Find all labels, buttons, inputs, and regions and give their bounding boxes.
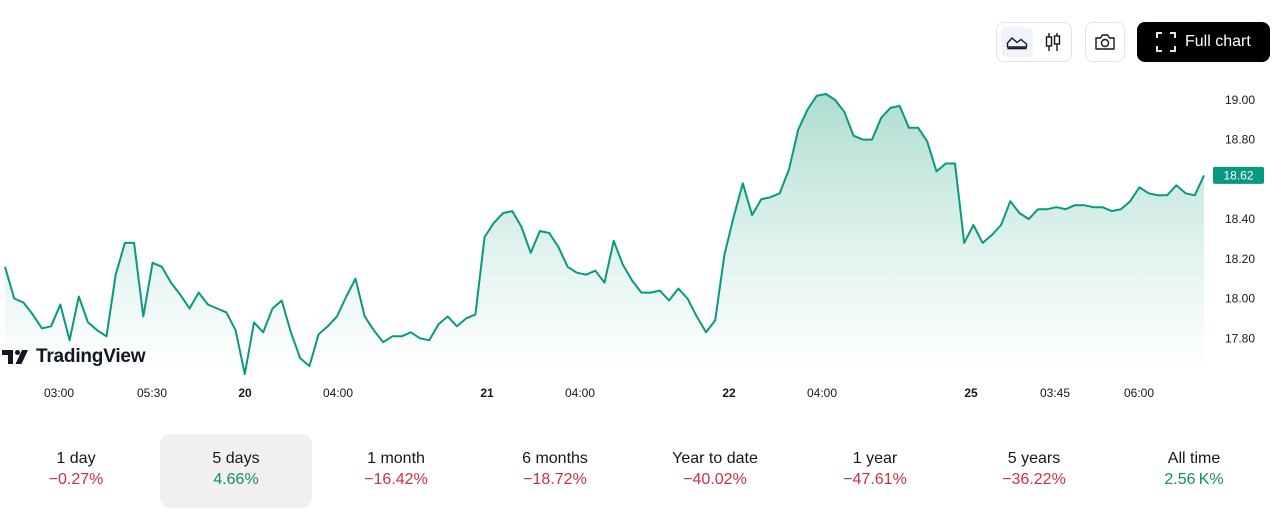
x-tick-label: 21 [480, 386, 494, 400]
period-change: −0.27% [48, 471, 104, 488]
camera-icon [1095, 34, 1115, 50]
y-tick-label: 18.80 [1225, 133, 1255, 147]
period-change: 2.56 K% [1164, 471, 1224, 488]
y-tick-label: 18.20 [1225, 252, 1255, 266]
chart-style-toggle [996, 22, 1072, 62]
period-label: 5 days [212, 450, 260, 467]
period-change: −36.22% [1002, 471, 1066, 488]
price-line [4, 93, 1205, 375]
logo-text: TradingView [36, 346, 146, 367]
y-tick-label: 19.00 [1225, 93, 1255, 107]
period-label: 1 month [367, 450, 425, 467]
y-tick-label: 18.00 [1225, 292, 1255, 306]
x-tick-label: 20 [238, 386, 252, 400]
period-tab[interactable]: All time 2.56 K% [1118, 434, 1270, 508]
candlestick-icon [1045, 33, 1061, 51]
x-tick-label: 25 [964, 386, 978, 400]
period-tab[interactable]: 1 year −47.61% [799, 434, 951, 508]
last-price-label: 18.62 [1223, 168, 1253, 182]
period-selector: 1 day −0.27% 5 days 4.66% 1 month −16.42% 6 mo… [0, 434, 1288, 508]
period-change: −47.61% [843, 471, 907, 488]
period-label: Year to date [672, 450, 758, 467]
period-label: 1 year [852, 450, 898, 467]
x-tick-label: 22 [722, 386, 736, 400]
candlestick-button[interactable] [1037, 27, 1069, 57]
snapshot-button[interactable] [1085, 22, 1125, 62]
y-tick-label: 17.80 [1225, 331, 1255, 345]
last-price-tag: 18.62 [1213, 166, 1264, 184]
tradingview-logo-icon [2, 350, 28, 364]
period-change: −40.02% [683, 471, 747, 488]
x-tick-label: 05:30 [137, 386, 167, 400]
period-label: 1 day [56, 450, 96, 467]
full-chart-button[interactable]: Full chart [1137, 22, 1270, 62]
fullscreen-icon [1156, 32, 1176, 52]
y-tick-label: 18.40 [1225, 212, 1255, 226]
period-change: 4.66% [213, 471, 259, 488]
x-axis: 03:00 05:30 20 04:00 21 04:00 22 04:00 25 03:45 06… [44, 386, 1154, 400]
x-tick-label: 04:00 [807, 386, 837, 400]
last-price-tag-bg [1213, 166, 1264, 184]
period-tab[interactable]: Year to date −40.02% [639, 434, 791, 508]
period-tab[interactable]: 5 days 4.66% [160, 434, 312, 508]
x-tick-label: 03:45 [1040, 386, 1070, 400]
period-change: −18.72% [523, 471, 587, 488]
area-chart-icon [1006, 37, 1028, 50]
period-tab[interactable]: 5 years −36.22% [958, 434, 1110, 508]
period-label: All time [1167, 450, 1221, 467]
x-tick-label: 04:00 [565, 386, 595, 400]
x-tick-label: 04:00 [323, 386, 353, 400]
full-chart-label: Full chart [1185, 33, 1251, 50]
period-label: 5 years [1007, 450, 1061, 467]
x-tick-label: 06:00 [1124, 386, 1154, 400]
price-area-fill [5, 94, 1204, 374]
period-tab[interactable]: 1 month −16.42% [320, 434, 472, 508]
period-tab[interactable]: 6 months −18.72% [479, 434, 631, 508]
area-chart-button[interactable] [1001, 27, 1033, 57]
period-change: −16.42% [364, 471, 428, 488]
tradingview-logo[interactable]: TradingView [2, 346, 146, 368]
chart-area-layer [4, 93, 1205, 375]
period-label: 6 months [522, 450, 588, 467]
x-tick-label: 03:00 [44, 386, 74, 400]
period-tab[interactable]: 1 day −0.27% [0, 434, 152, 508]
